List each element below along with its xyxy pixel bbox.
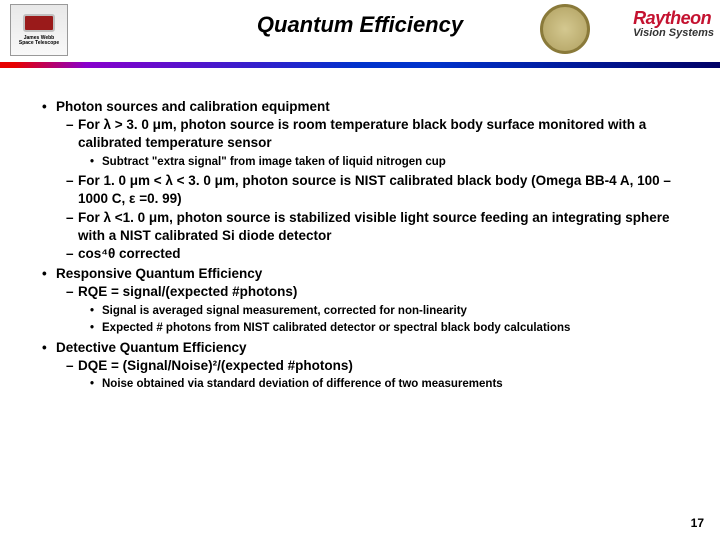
slide-header: James Webb Space Telescope Quantum Effic… (0, 0, 720, 62)
bullet-l2: DQE = (Signal/Noise)²/(expected #photons… (34, 357, 686, 375)
bullet-l3: Noise obtained via standard deviation of… (34, 377, 686, 393)
bullet-l3: Subtract "extra signal" from image taken… (34, 155, 686, 171)
jwst-logo-text: James Webb Space Telescope (19, 36, 59, 47)
jwst-logo-mark (23, 14, 55, 32)
raytheon-brand: Raytheon (633, 8, 714, 29)
raytheon-logo: Raytheon Vision Systems (633, 8, 714, 39)
bullet-l1: Detective Quantum Efficiency (34, 339, 686, 357)
bullet-l1: Photon sources and calibration equipment (34, 98, 686, 116)
bullet-l1: Responsive Quantum Efficiency (34, 265, 686, 283)
slide-title: Quantum Efficiency (257, 12, 463, 38)
slide-body: Photon sources and calibration equipment… (0, 68, 720, 393)
bullet-l3: Expected # photons from NIST calibrated … (34, 321, 686, 337)
bullet-l2: For 1. 0 μm < λ < 3. 0 μm, photon source… (34, 172, 686, 208)
jwst-logo: James Webb Space Telescope (10, 4, 68, 56)
bullet-l2: For λ <1. 0 μm, photon source is stabili… (34, 209, 686, 245)
bullet-l2: RQE = signal/(expected #photons) (34, 283, 686, 301)
page-number: 17 (691, 516, 704, 530)
raytheon-sub: Vision Systems (633, 27, 714, 39)
institution-seal (540, 4, 590, 54)
bullet-l2: cos⁴θ corrected (34, 245, 686, 263)
bullet-l3: Signal is averaged signal measurement, c… (34, 304, 686, 320)
bullet-l2: For λ > 3. 0 μm, photon source is room t… (34, 116, 686, 152)
